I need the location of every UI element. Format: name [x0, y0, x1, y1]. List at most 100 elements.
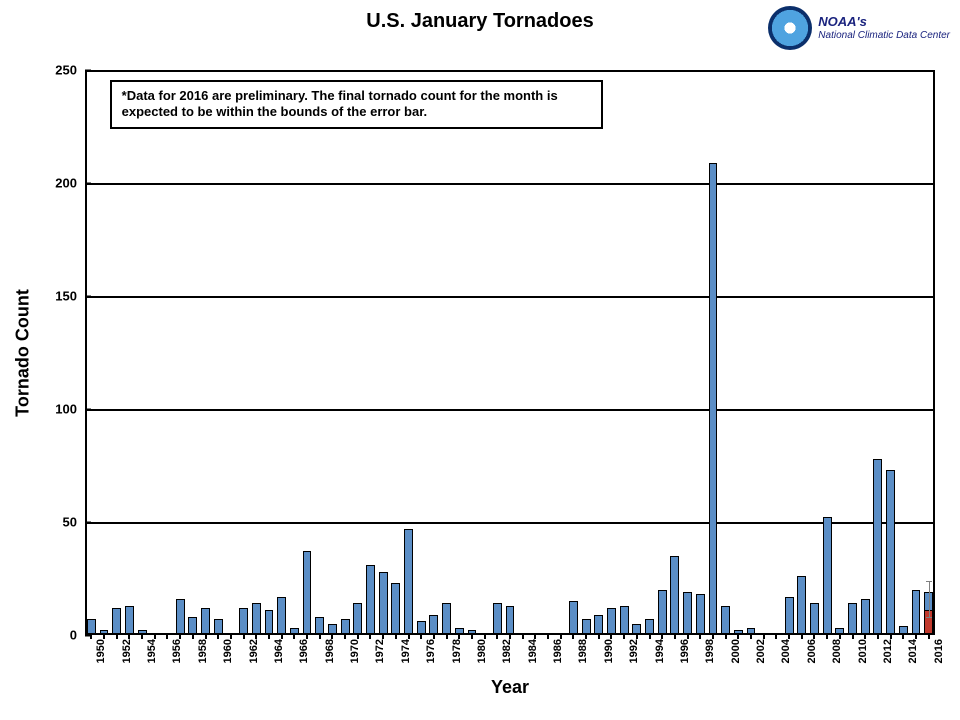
bar [290, 628, 299, 635]
x-tick-mark [217, 635, 219, 639]
x-tick-label: 1988 [577, 639, 589, 663]
bar [886, 470, 895, 635]
x-tick-mark [522, 635, 524, 639]
y-tick-label: 0 [70, 628, 85, 643]
x-tick-label: 1976 [425, 639, 437, 663]
x-tick-mark [230, 635, 232, 639]
x-tick-mark [852, 635, 854, 639]
bar [848, 603, 857, 635]
x-tick-mark [471, 635, 473, 639]
error-bar-cap [926, 617, 932, 618]
x-ticks: 1950195219541956195819601962196419661968… [85, 635, 935, 675]
bar [315, 617, 324, 635]
x-tick-label: 1974 [400, 639, 412, 663]
x-tick-mark [357, 635, 359, 639]
x-tick-mark [560, 635, 562, 639]
x-tick-label: 1998 [704, 639, 716, 663]
x-tick-label: 2006 [806, 639, 818, 663]
error-bar-cap [926, 581, 932, 582]
x-tick-mark [243, 635, 245, 639]
bar [417, 621, 426, 635]
bar [721, 606, 730, 635]
x-tick-mark [813, 635, 815, 639]
chart-page: U.S. January Tornadoes NOAA's National C… [0, 0, 960, 720]
x-tick-mark [179, 635, 181, 639]
bar [379, 572, 388, 635]
x-tick-mark [141, 635, 143, 639]
bar [188, 617, 197, 635]
branding-text: NOAA's National Climatic Data Center [818, 15, 950, 40]
x-tick-mark [382, 635, 384, 639]
bar [620, 606, 629, 635]
x-tick-mark [623, 635, 625, 639]
branding-line2: National Climatic Data Center [818, 30, 950, 41]
x-tick-label: 2000 [730, 639, 742, 663]
x-tick-mark [877, 635, 879, 639]
noaa-logo-icon [768, 6, 812, 50]
x-tick-label: 2004 [780, 639, 792, 663]
x-tick-label: 1990 [603, 639, 615, 663]
bar [125, 606, 134, 635]
y-tick-label: 200 [55, 176, 85, 191]
y-tick-label: 100 [55, 402, 85, 417]
x-tick-mark [446, 635, 448, 639]
x-tick-label: 1970 [349, 639, 361, 663]
bar [429, 615, 438, 635]
bar [582, 619, 591, 635]
x-tick-mark [90, 635, 92, 639]
x-tick-mark [610, 635, 612, 639]
x-tick-label: 1992 [628, 639, 640, 663]
y-tick-label: 50 [63, 515, 85, 530]
x-tick-mark [649, 635, 651, 639]
x-tick-mark [369, 635, 371, 639]
x-tick-label: 1980 [476, 639, 488, 663]
x-tick-label: 1950 [95, 639, 107, 663]
x-tick-label: 1966 [298, 639, 310, 663]
x-tick-label: 1994 [654, 639, 666, 663]
x-tick-mark [306, 635, 308, 639]
x-tick-mark [484, 635, 486, 639]
x-tick-mark [281, 635, 283, 639]
x-tick-label: 2012 [882, 639, 894, 663]
bar [176, 599, 185, 635]
bar [353, 603, 362, 635]
x-tick-mark [395, 635, 397, 639]
x-tick-mark [636, 635, 638, 639]
bar [201, 608, 210, 635]
bar [277, 597, 286, 635]
x-tick-mark [205, 635, 207, 639]
bar [569, 601, 578, 635]
bar [594, 615, 603, 635]
bar [493, 603, 502, 635]
bar [709, 163, 718, 635]
x-tick-label: 1956 [171, 639, 183, 663]
x-tick-mark [166, 635, 168, 639]
bar [785, 597, 794, 635]
branding-line1: NOAA's [818, 15, 950, 29]
x-tick-mark [192, 635, 194, 639]
y-tick-label: 150 [55, 289, 85, 304]
bar [214, 619, 223, 635]
x-tick-mark [661, 635, 663, 639]
bar [632, 624, 641, 635]
bar [87, 619, 96, 635]
x-tick-mark [116, 635, 118, 639]
x-tick-mark [154, 635, 156, 639]
x-tick-label: 2014 [907, 639, 919, 663]
x-tick-mark [890, 635, 892, 639]
x-tick-mark [788, 635, 790, 639]
bar [442, 603, 451, 635]
x-tick-mark [826, 635, 828, 639]
bar [265, 610, 274, 635]
x-tick-label: 1984 [527, 639, 539, 663]
x-tick-mark [293, 635, 295, 639]
x-tick-mark [458, 635, 460, 639]
bar [823, 517, 832, 635]
x-tick-mark [534, 635, 536, 639]
x-tick-mark [496, 635, 498, 639]
x-tick-label: 1982 [501, 639, 513, 663]
x-tick-mark [928, 635, 930, 639]
bar [341, 619, 350, 635]
bar [455, 628, 464, 635]
x-tick-label: 1964 [273, 639, 285, 663]
